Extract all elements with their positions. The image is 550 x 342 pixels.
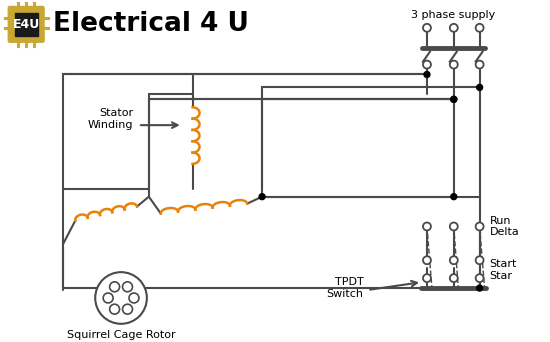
- Circle shape: [423, 256, 431, 264]
- Circle shape: [476, 61, 483, 68]
- Circle shape: [109, 304, 119, 314]
- Circle shape: [450, 223, 458, 231]
- FancyBboxPatch shape: [8, 6, 44, 42]
- Text: E4U: E4U: [13, 18, 40, 31]
- Circle shape: [423, 24, 431, 32]
- Text: Start
Star: Start Star: [490, 259, 517, 281]
- Circle shape: [259, 194, 265, 200]
- Circle shape: [450, 24, 458, 32]
- Circle shape: [424, 71, 430, 78]
- Text: Squirrel Cage Rotor: Squirrel Cage Rotor: [67, 330, 175, 340]
- Circle shape: [450, 256, 458, 264]
- Circle shape: [450, 61, 458, 68]
- Circle shape: [476, 24, 483, 32]
- Circle shape: [451, 96, 456, 102]
- Circle shape: [109, 282, 119, 292]
- Circle shape: [95, 272, 147, 324]
- Text: Stator
Winding: Stator Winding: [87, 108, 133, 130]
- Circle shape: [477, 285, 482, 291]
- Circle shape: [129, 293, 139, 303]
- Bar: [15, 13, 37, 36]
- Circle shape: [476, 256, 483, 264]
- Circle shape: [123, 304, 133, 314]
- Circle shape: [451, 96, 456, 102]
- Text: Run
Delta: Run Delta: [490, 216, 519, 237]
- Circle shape: [450, 274, 458, 282]
- Circle shape: [423, 274, 431, 282]
- Circle shape: [103, 293, 113, 303]
- Circle shape: [476, 274, 483, 282]
- Text: Electrical 4 U: Electrical 4 U: [52, 11, 249, 37]
- Circle shape: [451, 194, 456, 200]
- Circle shape: [423, 61, 431, 68]
- Circle shape: [123, 282, 133, 292]
- Text: TPDT
Switch: TPDT Switch: [326, 277, 364, 299]
- Circle shape: [476, 223, 483, 231]
- Text: 3 phase supply: 3 phase supply: [411, 10, 496, 20]
- Circle shape: [423, 223, 431, 231]
- Circle shape: [477, 84, 482, 90]
